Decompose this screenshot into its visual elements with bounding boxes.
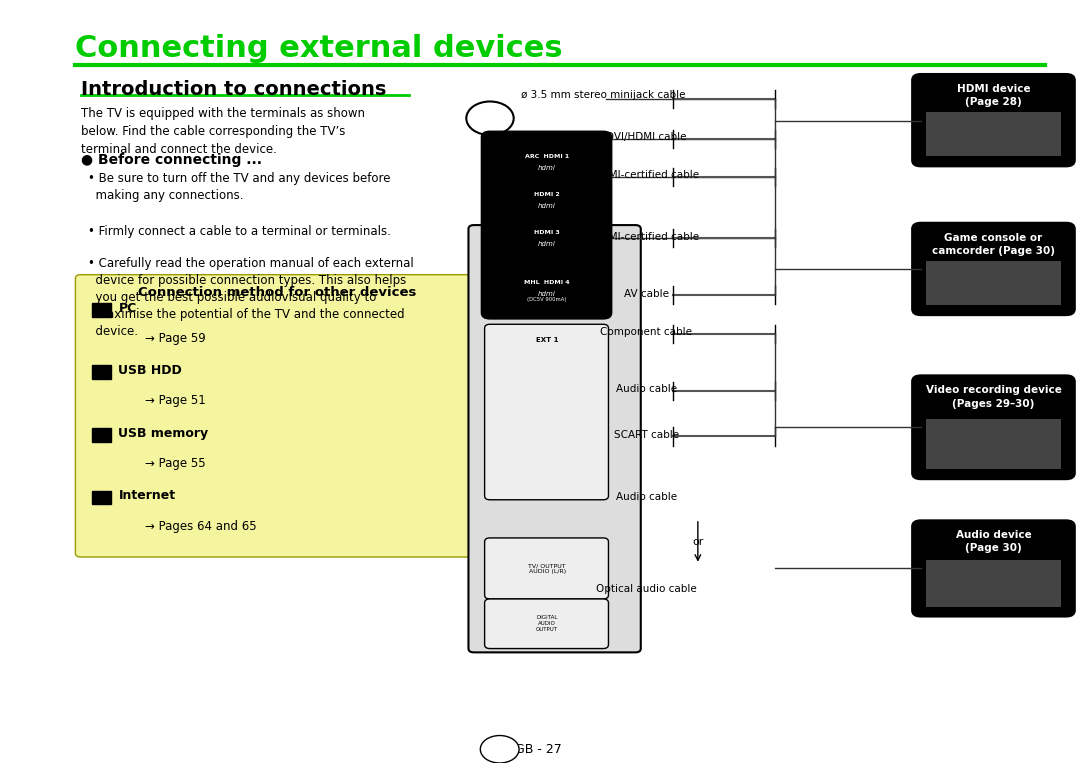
Text: PC: PC [119,301,137,315]
Text: • Carefully read the operation manual of each external
  device for possible con: • Carefully read the operation manual of… [89,257,414,338]
Text: USB HDD: USB HDD [119,364,183,378]
Text: Introduction to connections: Introduction to connections [81,80,387,99]
Text: (DC5V 900mA): (DC5V 900mA) [527,298,567,302]
Text: HDMI device
(Page 28): HDMI device (Page 28) [957,84,1030,107]
Bar [92,365,111,379]
Text: hdmi: hdmi [538,291,556,297]
Text: → Pages 64 and 65: → Pages 64 and 65 [146,520,257,533]
Text: USB memory: USB memory [119,427,208,440]
FancyBboxPatch shape [913,74,1075,166]
FancyBboxPatch shape [913,223,1075,315]
Text: HDMI-certified cable: HDMI-certified cable [593,170,699,181]
Text: Internet: Internet [119,489,176,503]
Text: hdmi: hdmi [538,241,556,247]
Text: Audio device
(Page 30): Audio device (Page 30) [956,530,1031,553]
FancyBboxPatch shape [485,538,608,599]
FancyBboxPatch shape [469,225,640,652]
FancyBboxPatch shape [927,112,1061,156]
Text: HDMI-certified cable: HDMI-certified cable [593,231,699,242]
Text: Audio cable: Audio cable [616,492,677,503]
Text: hdmi: hdmi [538,203,556,209]
FancyBboxPatch shape [485,324,608,500]
Text: Component cable: Component cable [600,327,692,337]
Text: AV cable: AV cable [623,288,669,299]
Text: Connection method for other devices: Connection method for other devices [138,286,417,299]
Text: MHL  HDMI 4: MHL HDMI 4 [524,280,570,285]
FancyBboxPatch shape [927,261,1061,305]
Text: GB: GB [494,745,507,754]
Text: AUDIO (L/R): AUDIO (L/R) [517,119,568,128]
FancyBboxPatch shape [76,275,480,557]
Text: HDMI 2 / PC: HDMI 2 / PC [517,106,568,115]
Text: ø 3.5 mm stereo minijack cable: ø 3.5 mm stereo minijack cable [521,90,686,101]
FancyBboxPatch shape [913,375,1075,479]
Text: ● Before connecting ...: ● Before connecting ... [81,153,261,166]
Text: or: or [692,536,703,547]
Text: ARC  HDMI 1: ARC HDMI 1 [525,154,569,159]
Text: Audio cable: Audio cable [616,384,677,394]
Text: HDMI 3: HDMI 3 [535,230,559,235]
Text: DVI/HDMI cable: DVI/HDMI cable [606,132,687,143]
Text: Optical audio cable: Optical audio cable [596,584,697,594]
Text: Connecting external devices: Connecting external devices [76,34,563,63]
FancyBboxPatch shape [913,520,1075,617]
Text: The TV is equipped with the terminals as shown
below. Find the cable correspondi: The TV is equipped with the terminals as… [81,107,365,156]
Text: → Page 51: → Page 51 [146,394,206,407]
Text: DIGITAL
AUDIO
OUTPUT: DIGITAL AUDIO OUTPUT [536,615,558,632]
Circle shape [481,736,519,763]
Bar [92,303,111,317]
FancyBboxPatch shape [927,560,1061,607]
Text: Game console or
camcorder (Page 30): Game console or camcorder (Page 30) [932,233,1055,256]
Text: EXT 1: EXT 1 [536,336,558,343]
FancyBboxPatch shape [485,599,608,649]
Text: GB - 27: GB - 27 [515,742,562,756]
Text: • Be sure to turn off the TV and any devices before
  making any connections.: • Be sure to turn off the TV and any dev… [89,172,391,201]
Circle shape [467,101,514,135]
Text: Video recording device
(Pages 29–30): Video recording device (Pages 29–30) [926,385,1062,408]
Text: • Firmly connect a cable to a terminal or terminals.: • Firmly connect a cable to a terminal o… [89,225,391,238]
Text: → Page 55: → Page 55 [146,457,206,470]
Text: → Page 59: → Page 59 [146,332,206,345]
FancyBboxPatch shape [482,131,611,319]
Text: SCART cable: SCART cable [613,430,678,440]
Bar [92,491,111,504]
Bar [92,428,111,442]
Text: HDMI 2: HDMI 2 [535,192,559,197]
Text: TV/ OUTPUT
AUDIO (L/R): TV/ OUTPUT AUDIO (L/R) [528,563,566,574]
FancyBboxPatch shape [927,419,1061,469]
Text: hdmi: hdmi [538,165,556,171]
